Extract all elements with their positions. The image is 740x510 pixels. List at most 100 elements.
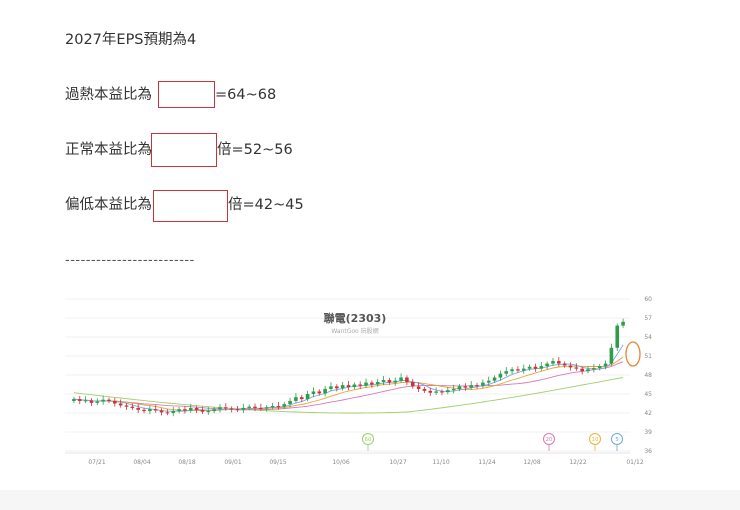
y-tick-label: 45 xyxy=(644,391,652,398)
ma-badge-label: 20 xyxy=(546,437,553,443)
normal-pe-result: 倍=52~56 xyxy=(217,142,293,158)
candle-body xyxy=(95,401,100,403)
ma-badge: 10 xyxy=(589,433,601,451)
x-tick-label: 12/08 xyxy=(523,459,540,466)
candle-body xyxy=(533,366,538,369)
x-axis-ticks: 07/21 08/04 08/18 09/01 09/15 10/06 10/27 11/10… xyxy=(88,459,643,466)
x-tick-label: 10/27 xyxy=(389,459,406,466)
eps-forecast-text: 2027年EPS預期為4 xyxy=(65,32,197,48)
candle-body xyxy=(124,405,129,407)
candle-body xyxy=(399,377,403,381)
ma-badge: 20 xyxy=(543,433,555,451)
candle-body xyxy=(370,382,374,385)
candle-body xyxy=(504,371,509,374)
candle-body xyxy=(311,391,316,394)
ma-badge-label: 5 xyxy=(615,437,619,443)
candle-body xyxy=(259,407,263,409)
ma10-line xyxy=(73,356,624,412)
y-tick-label: 57 xyxy=(644,315,652,322)
ma60-line xyxy=(73,376,624,414)
candle-body xyxy=(597,366,602,369)
low-pe-result: 倍=42~45 xyxy=(228,197,304,213)
y-tick-label: 54 xyxy=(644,334,652,341)
chart-title: 聯電(2303) xyxy=(324,311,387,325)
candle-body xyxy=(568,365,573,368)
candle-body xyxy=(113,400,117,404)
y-axis-ticks: 36 39 42 45 48 51 54 57 60 xyxy=(644,296,652,455)
normal-pe-answer-box[interactable] xyxy=(151,133,217,167)
candle-body xyxy=(580,368,584,372)
candle-body xyxy=(592,368,596,370)
candle-body xyxy=(305,394,310,400)
x-tick-label: 10/06 xyxy=(332,459,349,466)
x-tick-label: 08/04 xyxy=(133,459,150,466)
candle-body xyxy=(475,385,479,387)
overheat-pe-answer-box[interactable] xyxy=(158,81,215,108)
bottom-strip xyxy=(0,490,740,510)
candle-body xyxy=(498,373,503,378)
candle-body xyxy=(299,397,304,400)
stock-chart: 36 39 42 45 48 51 54 57 60 07/21 08/04 08/18 09/01 0… xyxy=(65,293,673,468)
chart-subtitle: WantGoo 玩股網 xyxy=(331,327,378,335)
normal-pe-label: 正常本益比為 xyxy=(65,142,152,158)
candle-body xyxy=(118,403,123,406)
candle-body xyxy=(241,407,246,410)
candle-body xyxy=(440,391,444,393)
candle-body xyxy=(609,347,614,364)
candle-body xyxy=(142,409,146,412)
candle-body xyxy=(229,408,234,410)
x-tick-label: 01/12 xyxy=(626,459,643,466)
candle-body xyxy=(562,363,567,366)
low-pe-line: 偏低本益比為 倍=42~45 xyxy=(65,190,665,223)
candle-body xyxy=(107,399,111,401)
candle-body xyxy=(247,406,251,408)
candle-body xyxy=(358,384,362,386)
candle-body xyxy=(194,407,199,410)
low-pe-answer-box[interactable] xyxy=(153,190,228,222)
highlight-circle xyxy=(625,341,641,367)
candle-body xyxy=(615,325,620,348)
overheat-pe-result: =64~68 xyxy=(215,87,277,103)
candle-body xyxy=(171,411,176,413)
y-tick-label: 36 xyxy=(644,448,652,455)
candle-body xyxy=(165,412,170,414)
x-tick-label: 09/15 xyxy=(269,459,286,466)
candle-body xyxy=(101,399,105,402)
candle-body xyxy=(375,381,380,385)
candle-body xyxy=(188,407,193,411)
candle-body xyxy=(603,363,608,367)
x-tick-label: 07/21 xyxy=(88,459,105,466)
candle-body xyxy=(224,407,228,409)
ma-badge: 60 xyxy=(362,433,374,451)
separator-line: ------------------------- xyxy=(65,253,195,268)
ma-badge-circle xyxy=(589,433,601,445)
candle-body xyxy=(288,400,292,405)
candle-body xyxy=(516,369,520,371)
candle-body xyxy=(89,400,94,403)
ma-badge: 5 xyxy=(611,433,623,451)
candle-body xyxy=(410,381,415,387)
candle-body xyxy=(545,363,549,367)
ma-badge-circle xyxy=(543,433,555,445)
candle-body xyxy=(253,406,257,408)
x-tick-label: 11/10 xyxy=(432,459,449,466)
candle-body xyxy=(317,391,322,394)
candle-body xyxy=(387,380,392,383)
candle-body xyxy=(212,409,216,412)
candle-body xyxy=(200,409,205,412)
y-tick-label: 51 xyxy=(644,353,652,360)
x-tick-label: 08/18 xyxy=(178,459,195,466)
candle-body xyxy=(294,397,298,401)
ma-badge-circle xyxy=(611,433,623,445)
y-tick-label: 48 xyxy=(644,372,652,379)
x-tick-label: 12/22 xyxy=(569,459,586,466)
candle-body xyxy=(551,361,555,364)
candlesticks xyxy=(72,318,625,417)
candle-body xyxy=(381,380,386,382)
ma-badge-label: 60 xyxy=(365,437,372,443)
candle-body xyxy=(323,388,327,394)
candle-body xyxy=(451,388,456,391)
candle-body xyxy=(586,369,590,372)
candle-body xyxy=(352,384,357,388)
